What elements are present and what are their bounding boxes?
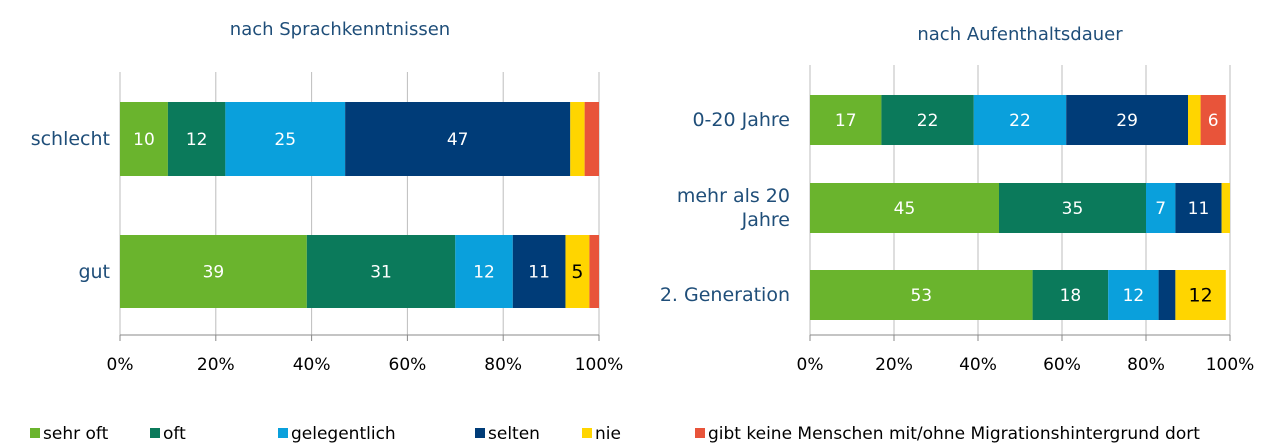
data-label: 12 bbox=[473, 263, 495, 283]
legend-label: gelegentlich bbox=[291, 424, 396, 444]
x-tick-label: 40% bbox=[293, 355, 331, 375]
category-label-wrap: gut bbox=[0, 215, 110, 328]
x-tick-label: 60% bbox=[389, 355, 427, 375]
bar-segment bbox=[565, 235, 590, 308]
legend-swatch bbox=[150, 428, 160, 438]
category-label-box: schlecht bbox=[0, 82, 110, 196]
category-label: gut bbox=[78, 260, 110, 283]
x-tick-label: 100% bbox=[1206, 355, 1255, 375]
legend-label: nie bbox=[595, 424, 621, 444]
x-tick-label: 40% bbox=[959, 355, 997, 375]
x-tick-label: 100% bbox=[575, 355, 624, 375]
bar-segment bbox=[1175, 270, 1226, 320]
legend-swatch bbox=[582, 428, 592, 438]
bar-segment bbox=[881, 95, 974, 145]
legend-swatch bbox=[695, 428, 705, 438]
data-label: 22 bbox=[917, 111, 939, 131]
data-label: 25 bbox=[274, 130, 296, 150]
category-label: 2. Generation bbox=[659, 284, 790, 306]
category-label: mehr als 20 Jahre bbox=[676, 185, 790, 231]
legend-swatch bbox=[278, 428, 288, 438]
bar-segment bbox=[1221, 183, 1230, 233]
category-label-box: 0-20 Jahre bbox=[630, 75, 790, 165]
bar-segment bbox=[1158, 270, 1176, 320]
data-label: 12 bbox=[186, 130, 208, 150]
bar-segment bbox=[455, 235, 513, 308]
data-label: 53 bbox=[910, 286, 932, 306]
data-label: 47 bbox=[447, 130, 469, 150]
bar-segment bbox=[167, 102, 226, 176]
legend-label: sehr oft bbox=[43, 424, 109, 444]
data-label: 29 bbox=[1116, 111, 1138, 131]
bar-segment bbox=[810, 95, 882, 145]
bar-segment bbox=[589, 235, 599, 308]
legend-swatch bbox=[30, 428, 40, 438]
chart-title: nach Sprachkenntnissen bbox=[230, 19, 450, 40]
bar-segment bbox=[999, 183, 1146, 233]
category-label-wrap: schlecht bbox=[0, 82, 110, 196]
bar-segment bbox=[1175, 183, 1222, 233]
data-label: 12 bbox=[1123, 286, 1145, 306]
bar-segment bbox=[345, 102, 571, 176]
bar-segment bbox=[570, 102, 585, 176]
x-tick-label: 20% bbox=[875, 355, 913, 375]
bar-segment bbox=[306, 235, 456, 308]
chart-title: nach Aufenthaltsdauer bbox=[917, 24, 1123, 45]
category-label: schlecht bbox=[30, 128, 110, 150]
category-label-wrap: 0-20 Jahre bbox=[630, 75, 790, 165]
bar-segment bbox=[512, 235, 566, 308]
x-tick-label: 80% bbox=[484, 355, 522, 375]
category-label-wrap: mehr als 20 Jahre bbox=[630, 163, 790, 253]
data-label: 12 bbox=[1189, 285, 1213, 307]
data-label: 11 bbox=[1188, 199, 1210, 219]
x-tick-label: 60% bbox=[1043, 355, 1081, 375]
x-tick-label: 20% bbox=[197, 355, 235, 375]
category-label-wrap: 2. Generation bbox=[630, 250, 790, 340]
legend-label: gibt keine Menschen mit/ohne Migrationsh… bbox=[708, 424, 1200, 444]
bar-segment bbox=[1146, 183, 1176, 233]
category-label-box: mehr als 20 Jahre bbox=[630, 163, 790, 253]
x-tick-label: 80% bbox=[1127, 355, 1165, 375]
bar-segment bbox=[225, 102, 346, 176]
category-label-box: gut bbox=[0, 215, 110, 328]
bar-segment bbox=[1188, 95, 1201, 145]
bar-segment bbox=[120, 235, 307, 308]
data-label: 35 bbox=[1062, 199, 1084, 219]
bar-segment bbox=[1066, 95, 1188, 145]
bar-segment bbox=[1108, 270, 1159, 320]
bar-segment bbox=[1200, 95, 1226, 145]
category-label-box: 2. Generation bbox=[630, 250, 790, 340]
legend-swatch bbox=[475, 428, 485, 438]
data-label: 31 bbox=[370, 263, 392, 283]
data-label: 22 bbox=[1009, 111, 1031, 131]
data-label: 17 bbox=[835, 111, 857, 131]
data-label: 7 bbox=[1155, 199, 1166, 219]
data-label: 45 bbox=[894, 199, 916, 219]
legend-label: oft bbox=[163, 424, 186, 444]
data-label: 10 bbox=[133, 130, 155, 150]
x-tick-label: 0% bbox=[797, 355, 824, 375]
bar-segment bbox=[810, 183, 999, 233]
category-label: 0-20 Jahre bbox=[692, 109, 790, 131]
data-label: 11 bbox=[528, 263, 550, 283]
bar-segment bbox=[120, 102, 168, 176]
data-label: 5 bbox=[571, 261, 583, 283]
bar-segment bbox=[973, 95, 1067, 145]
legend-label: selten bbox=[488, 424, 540, 444]
data-label: 39 bbox=[203, 263, 225, 283]
data-label: 6 bbox=[1208, 111, 1219, 131]
bar-segment bbox=[810, 270, 1033, 320]
x-tick-label: 0% bbox=[107, 355, 134, 375]
bar-segment bbox=[584, 102, 599, 176]
data-label: 18 bbox=[1060, 286, 1082, 306]
bar-segment bbox=[1032, 270, 1109, 320]
